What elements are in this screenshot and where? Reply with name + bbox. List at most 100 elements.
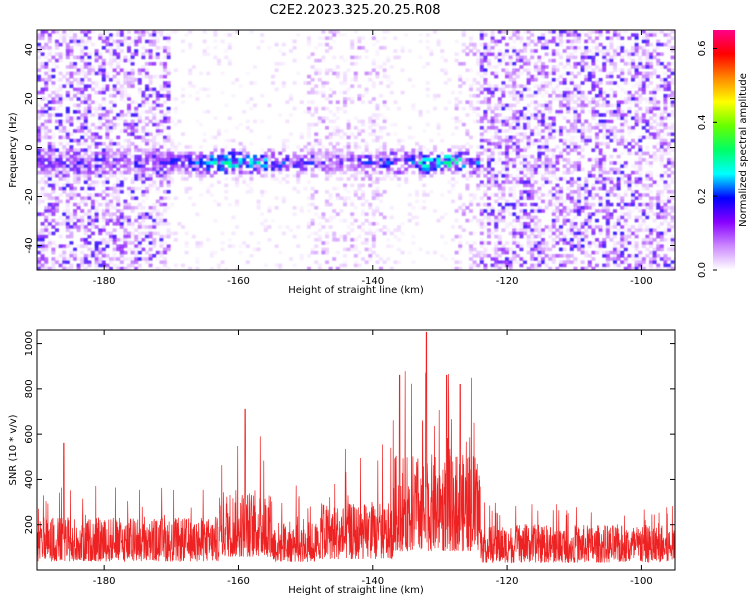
- spectrogram-cell: [116, 113, 121, 117]
- spectrogram-cell: [598, 177, 603, 181]
- spectrogram-cell: [533, 228, 538, 232]
- spectrogram-cell: [479, 138, 484, 143]
- spectrogram-cell: [400, 49, 405, 53]
- spectrogram-cell: [37, 257, 41, 261]
- spectrogram-cell: [73, 33, 77, 37]
- spectrogram-cell: [145, 97, 149, 101]
- spectrogram-cell: [555, 94, 560, 98]
- spectrogram-cell: [569, 170, 574, 175]
- spectrogram-cell: [515, 126, 520, 130]
- spectrogram-cell: [156, 270, 160, 274]
- spectrogram-cell: [343, 103, 347, 108]
- spectrogram-cell: [526, 212, 531, 216]
- spectrogram-cell: [530, 209, 535, 213]
- spectrogram-cell: [152, 254, 157, 258]
- spectrogram-cell: [562, 138, 567, 143]
- spectrogram-cell: [613, 135, 617, 140]
- spectrogram-cell: [530, 218, 535, 223]
- spectrogram-cell: [37, 74, 41, 79]
- spectrogram-cell: [602, 119, 607, 124]
- spectrogram-cell: [123, 74, 128, 79]
- spectrogram-cell: [83, 58, 88, 63]
- spectrogram-cell: [591, 206, 596, 210]
- spectrogram-cell: [281, 199, 286, 204]
- spectrogram-cell: [519, 231, 524, 236]
- spectrogram-cell: [490, 116, 495, 120]
- spectrogram-cell: [505, 177, 509, 181]
- spectrogram-cell: [530, 74, 535, 79]
- spectrogram-cell: [353, 244, 358, 248]
- spectrogram-cell: [130, 186, 135, 191]
- spectrogram-cell: [325, 36, 329, 40]
- spectrogram-cell: [595, 263, 599, 268]
- spectrogram-cell: [91, 238, 95, 242]
- spectrogram-cell: [418, 247, 423, 252]
- spectrogram-cell: [346, 225, 351, 229]
- spectrogram-cell: [569, 164, 574, 168]
- spectrogram-cell: [616, 228, 621, 232]
- spectrogram-cell: [62, 126, 67, 130]
- spectrogram-cell: [40, 161, 45, 165]
- spectrogram-cell: [163, 218, 167, 223]
- spectrogram-cell: [91, 225, 95, 229]
- spectrogram-cell: [137, 177, 142, 181]
- spectrogram-cell: [130, 132, 135, 136]
- spectrogram-cell: [533, 132, 538, 136]
- spectrogram-cell: [577, 116, 581, 120]
- spectrogram-cell: [163, 263, 167, 268]
- spectrogram-cell: [422, 129, 427, 133]
- spectrogram-cell: [386, 238, 391, 242]
- spectrogram-cell: [505, 247, 509, 252]
- spectrogram-cell: [566, 167, 571, 172]
- spectrogram-cell: [317, 90, 322, 95]
- spectrogram-cell: [458, 247, 463, 252]
- spectrogram-cell: [76, 206, 81, 210]
- spectrogram-cell: [202, 52, 207, 56]
- spectrogram-cell: [573, 234, 578, 239]
- spectrogram-cell: [537, 154, 542, 159]
- spectrogram-cell: [501, 138, 506, 143]
- spectrogram-cell: [40, 151, 45, 156]
- spectrogram-cell: [490, 84, 495, 88]
- spectrogram-cell: [353, 247, 358, 252]
- spectrogram-cell: [47, 58, 52, 63]
- spectrogram-cell: [562, 126, 567, 130]
- spectrogram-cell: [101, 148, 106, 152]
- spectrogram-cell: [40, 122, 45, 127]
- spectrogram-cell: [519, 65, 524, 69]
- spectrogram-cell: [155, 161, 160, 165]
- spectrogram-cell: [325, 71, 329, 76]
- spectrogram-cell: [80, 68, 85, 72]
- spectrogram-cell: [335, 151, 340, 156]
- spectrogram-cell: [617, 270, 621, 274]
- spectrogram-cell: [173, 97, 178, 101]
- spectrogram-cell: [623, 90, 628, 95]
- spectrogram-cell: [418, 151, 423, 156]
- spectrogram-cell: [458, 234, 463, 239]
- spectrogram-cell: [613, 129, 617, 133]
- spectrogram-cell: [249, 254, 254, 258]
- spectrogram-cell: [94, 151, 99, 156]
- spectrogram-cells: [37, 30, 675, 274]
- spectrogram-cell: [472, 161, 477, 165]
- spectrogram-cell: [47, 222, 52, 226]
- spectrogram-cell: [620, 74, 625, 79]
- spectrogram-cell: [51, 142, 56, 146]
- spectrogram-cell: [127, 46, 131, 50]
- spectrogram-cell: [544, 81, 549, 85]
- spectrogram-cell: [602, 202, 607, 207]
- spectrogram-cell: [285, 100, 290, 104]
- spectrogram-cell: [109, 145, 113, 149]
- spectrogram-cell: [627, 151, 632, 156]
- spectrogram-cell: [317, 58, 322, 63]
- spectrogram-cell: [497, 151, 502, 156]
- spectrogram-cell: [314, 90, 319, 95]
- spectrogram-cell: [598, 142, 603, 146]
- spectrogram-cell: [37, 132, 41, 136]
- spectrogram-cell: [123, 218, 128, 223]
- spectrogram-cell: [497, 254, 502, 258]
- spectrogram-cell: [127, 126, 131, 130]
- spectrogram-cell: [123, 100, 128, 104]
- spectrogram-cell: [105, 209, 110, 213]
- spectrogram-cell: [55, 180, 59, 184]
